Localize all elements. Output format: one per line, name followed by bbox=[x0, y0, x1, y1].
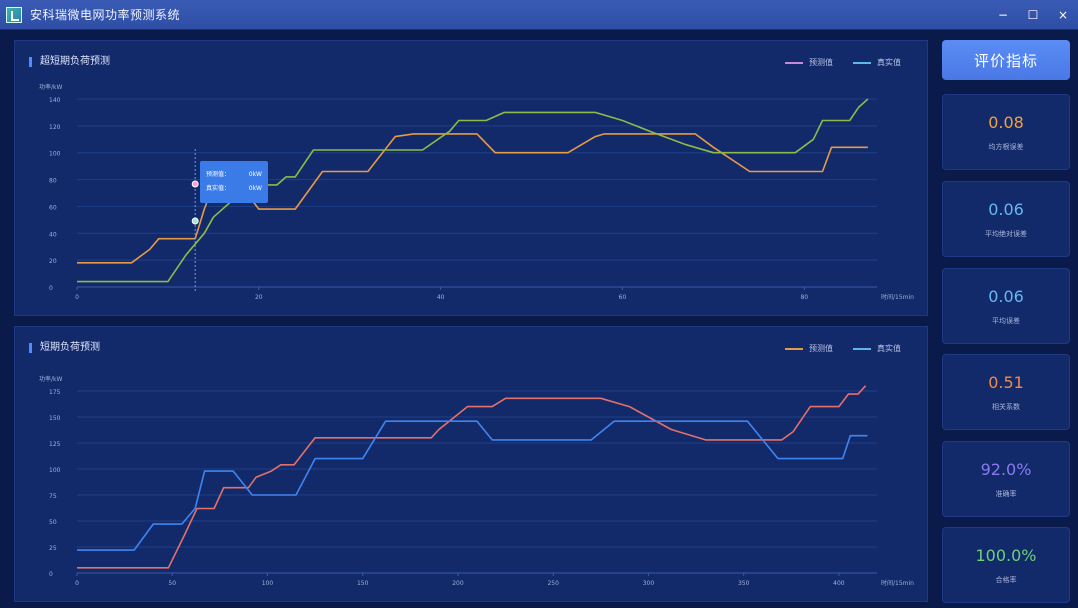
chart-tooltip: 预测值： 0kW 真实值： 0kW bbox=[200, 161, 268, 203]
metric-label: 平均误差 bbox=[992, 316, 1020, 325]
x-tick-label: 0 bbox=[75, 580, 79, 587]
x-tick-label: 20 bbox=[255, 294, 263, 301]
ultra-short-term-forecast-panel: 0 20 40 60 80 100 120 140 0 20 40 60 80 功率/kW 时间/15min… bbox=[14, 40, 928, 316]
legend-item-actual[interactable]: 真实值 bbox=[853, 57, 901, 68]
legend-line-pred bbox=[785, 347, 803, 350]
x-tick-label: 50 bbox=[168, 580, 176, 587]
legend-item-pred[interactable]: 预测值 bbox=[785, 343, 833, 354]
metric-value: 0.06 bbox=[988, 286, 1024, 306]
maximize-button[interactable]: ☐ bbox=[1027, 8, 1039, 22]
y-tick-label: 150 bbox=[49, 415, 61, 422]
x-tick-label: 100 bbox=[262, 580, 274, 587]
legend-label-actual: 真实值 bbox=[877, 58, 901, 67]
x-tick-label: 400 bbox=[833, 580, 845, 587]
tooltip-pred-value: 0kW bbox=[248, 171, 262, 178]
metric-value: 100.0% bbox=[975, 545, 1037, 565]
legend-item-pred[interactable]: 预测值 bbox=[785, 57, 833, 68]
metric-card-mae: 0.06 平均绝对误差 bbox=[942, 181, 1070, 257]
metric-label: 合格率 bbox=[995, 575, 1017, 584]
y-tick-label: 175 bbox=[49, 389, 61, 396]
metric-label: 相关系数 bbox=[992, 402, 1020, 411]
x-tick-label: 0 bbox=[75, 294, 79, 301]
tooltip-pred-label: 预测值： bbox=[206, 171, 231, 178]
x-tick-label: 350 bbox=[738, 580, 750, 587]
legend-line-actual bbox=[853, 347, 871, 350]
y-tick-label: 50 bbox=[49, 519, 57, 526]
metric-card-pass-rate: 100.0% 合格率 bbox=[942, 527, 1070, 603]
y-tick-label: 100 bbox=[49, 467, 61, 474]
metric-value: 0.06 bbox=[988, 199, 1024, 219]
y-tick-label: 60 bbox=[49, 204, 57, 211]
panel-title: 短期负荷预测 bbox=[29, 343, 100, 353]
window-title: 安科瑞微电网功率预测系统 bbox=[30, 8, 181, 22]
series-line-actual bbox=[77, 98, 869, 283]
legend-label-pred: 预测值 bbox=[809, 344, 833, 353]
legend-label-actual: 真实值 bbox=[877, 344, 901, 353]
metric-value: 0.08 bbox=[988, 112, 1024, 132]
legend-line-pred bbox=[785, 61, 803, 64]
y-tick-label: 140 bbox=[49, 97, 61, 104]
chart-legend: 预测值 真实值 bbox=[785, 57, 901, 68]
y-tick-label: 40 bbox=[49, 231, 57, 238]
x-tick-label: 60 bbox=[619, 294, 627, 301]
y-axis-label: 功率/kW bbox=[39, 375, 62, 383]
x-tick-label: 300 bbox=[643, 580, 655, 587]
short-term-forecast-panel: 0 25 50 75 100 125 150 175 0 50 100 150 200 250 300 350… bbox=[14, 326, 928, 602]
y-tick-label: 120 bbox=[49, 124, 61, 131]
y-tick-label: 100 bbox=[49, 151, 61, 158]
window-controls: − ☐ × bbox=[988, 0, 1078, 30]
metric-card-accuracy: 92.0% 准确率 bbox=[942, 441, 1070, 517]
y-tick-label: 25 bbox=[49, 545, 57, 552]
y-tick-label: 125 bbox=[49, 441, 61, 448]
tooltip-actual-label: 真实值： bbox=[206, 185, 231, 192]
x-tick-label: 80 bbox=[800, 294, 808, 301]
legend-item-actual[interactable]: 真实值 bbox=[853, 343, 901, 354]
evaluation-metrics-button[interactable]: 评价指标 bbox=[942, 40, 1070, 80]
metric-value: 92.0% bbox=[980, 459, 1032, 479]
short-term-chart[interactable]: 0 25 50 75 100 125 150 175 0 50 100 150 200 250 300 350… bbox=[15, 327, 929, 603]
ultra-short-term-chart[interactable]: 0 20 40 60 80 100 120 140 0 20 40 60 80 功率/kW 时间/15min bbox=[15, 41, 929, 317]
metric-card-correlation: 0.51 相关系数 bbox=[942, 354, 1070, 430]
y-axis-label: 功率/kW bbox=[39, 83, 62, 91]
metric-card-rmse: 0.08 均方根误差 bbox=[942, 94, 1070, 170]
metric-value: 0.51 bbox=[988, 372, 1024, 392]
hover-point-pred bbox=[191, 180, 199, 188]
y-tick-label: 0 bbox=[49, 285, 53, 292]
series-line-pred bbox=[77, 385, 867, 569]
x-tick-label: 40 bbox=[437, 294, 445, 301]
y-tick-label: 80 bbox=[49, 178, 57, 185]
minimize-button[interactable]: − bbox=[997, 8, 1009, 22]
close-button[interactable]: × bbox=[1057, 8, 1069, 22]
metric-label: 均方根误差 bbox=[988, 142, 1024, 151]
x-tick-label: 250 bbox=[547, 580, 559, 587]
y-tick-label: 0 bbox=[49, 571, 53, 578]
window-titlebar: 安科瑞微电网功率预测系统 − ☐ × bbox=[0, 0, 1078, 30]
x-axis-label: 时间/15min bbox=[881, 579, 914, 587]
metric-label: 平均绝对误差 bbox=[985, 229, 1027, 238]
y-tick-label: 20 bbox=[49, 258, 57, 265]
app-logo-icon bbox=[6, 6, 22, 23]
panel-title: 超短期负荷预测 bbox=[29, 57, 110, 67]
x-tick-label: 200 bbox=[452, 580, 464, 587]
series-line-actual bbox=[77, 420, 868, 551]
chart-legend: 预测值 真实值 bbox=[785, 343, 901, 354]
x-tick-label: 150 bbox=[357, 580, 369, 587]
x-axis-label: 时间/15min bbox=[881, 293, 914, 301]
tooltip-actual-value: 0kW bbox=[248, 185, 262, 192]
legend-label-pred: 预测值 bbox=[809, 58, 833, 67]
metric-label: 准确率 bbox=[995, 489, 1017, 498]
y-tick-label: 75 bbox=[49, 493, 57, 500]
metric-card-mean-error: 0.06 平均误差 bbox=[942, 268, 1070, 344]
hover-point-actual bbox=[191, 217, 199, 225]
legend-line-actual bbox=[853, 61, 871, 64]
